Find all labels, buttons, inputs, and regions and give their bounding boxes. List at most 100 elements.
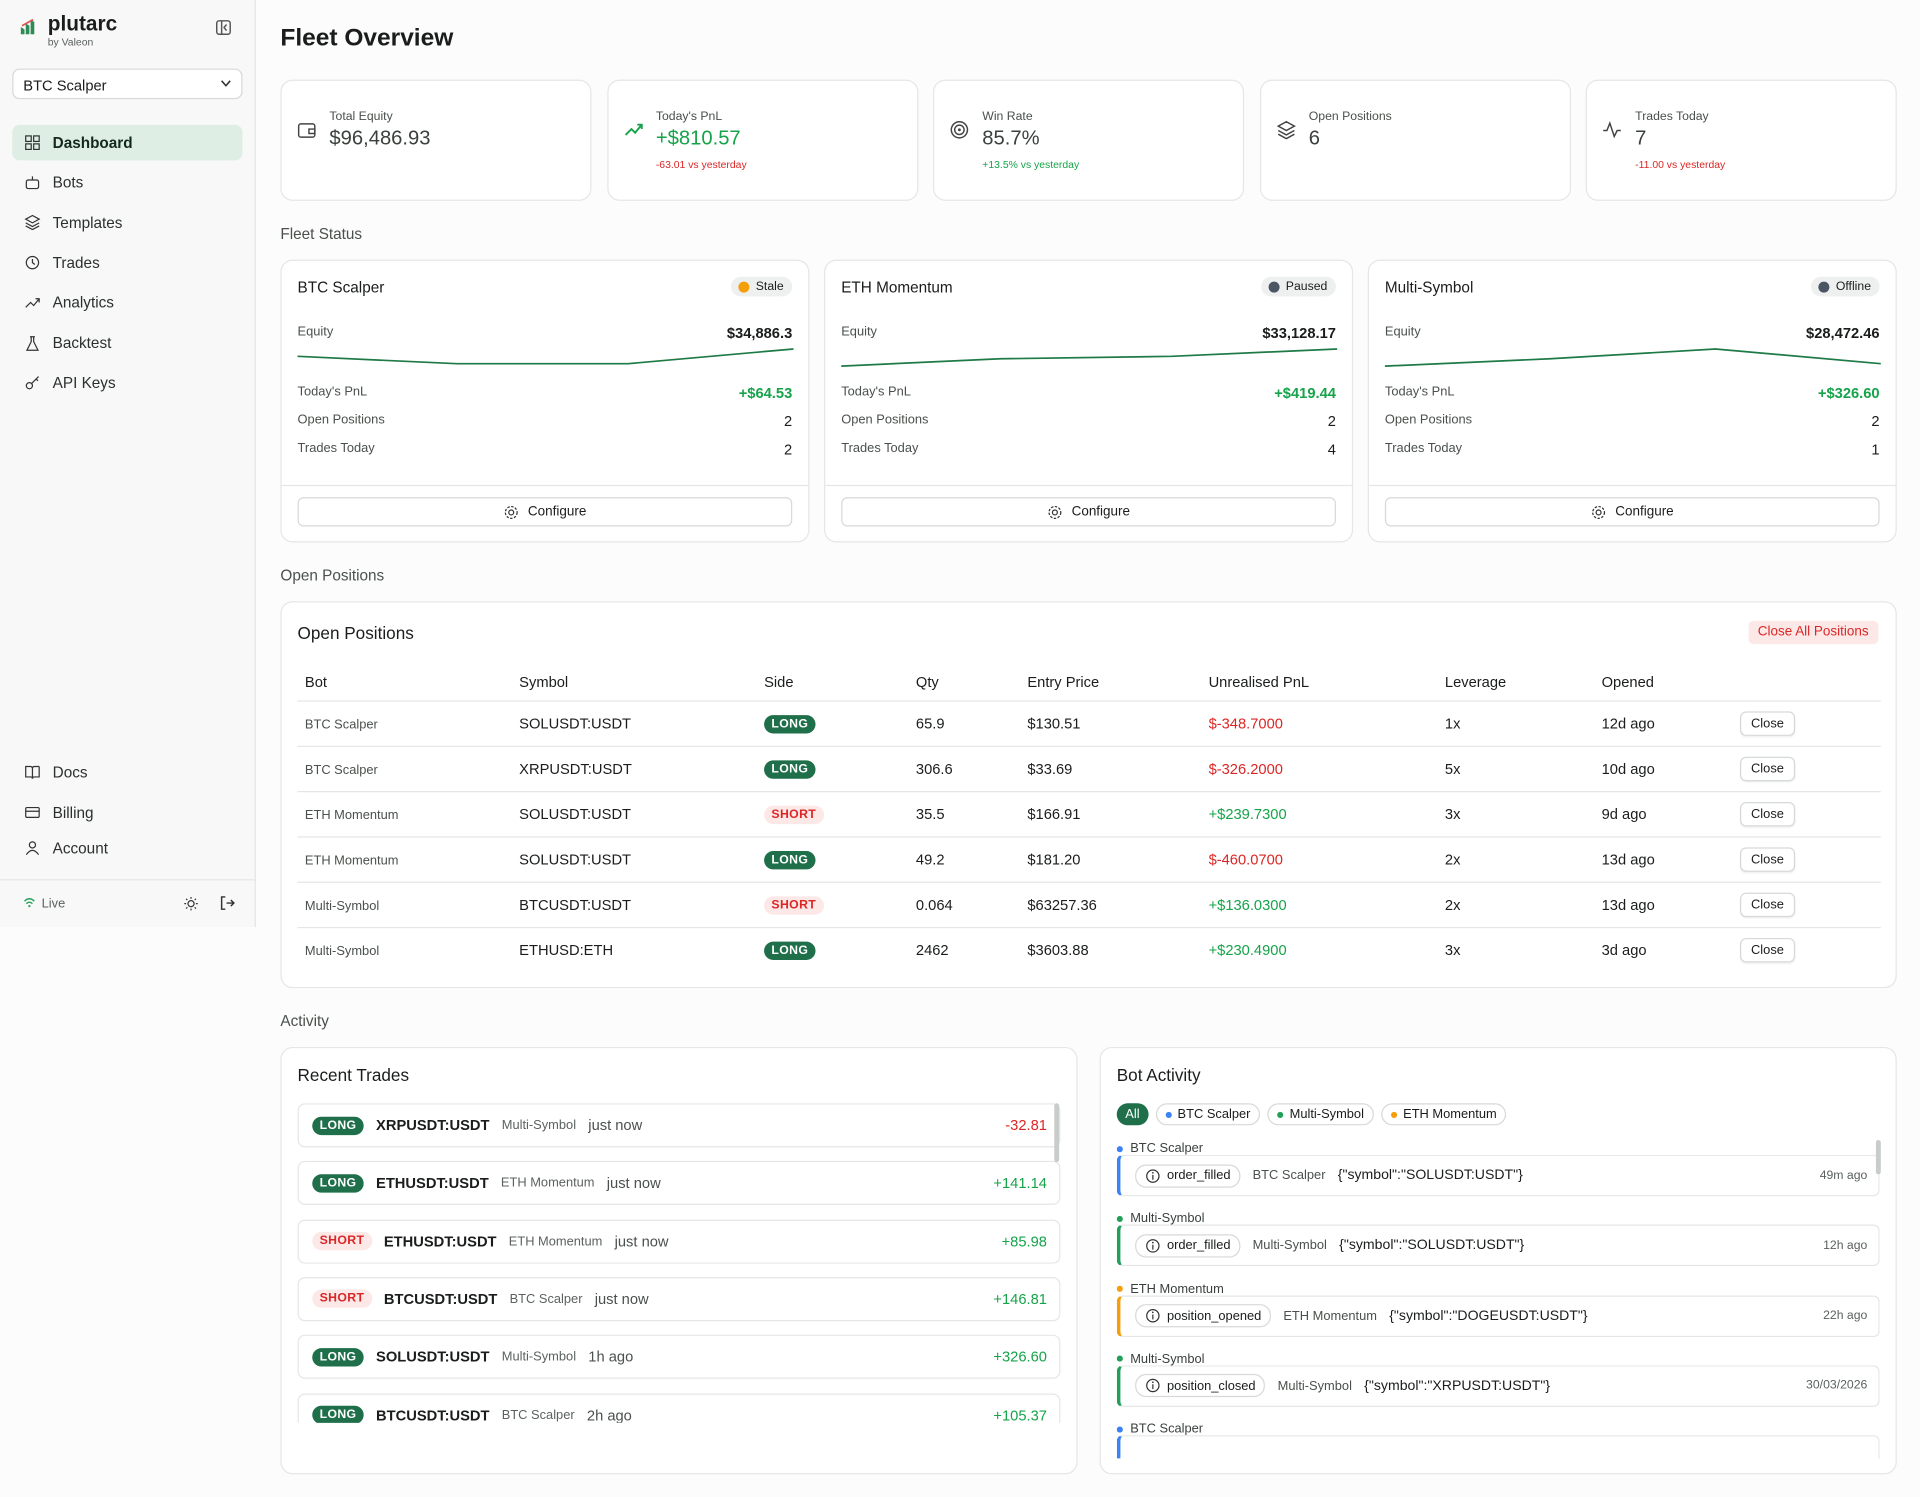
filter-chip[interactable]: BTC Scalper [1155, 1103, 1261, 1126]
filter-chip[interactable]: All [1116, 1103, 1149, 1126]
metric-row: Today's PnL +$326.60 [1385, 384, 1880, 401]
event-payload: {"symbol":"XRPUSDT:USDT"} [1364, 1378, 1551, 1394]
configure-button[interactable]: Configure [297, 497, 793, 527]
nav-item[interactable]: Templates [12, 205, 242, 241]
cell: ETH Momentum [298, 806, 512, 823]
nav-item[interactable]: Backtest [12, 325, 242, 361]
entry-text: $166.91 [1027, 805, 1081, 823]
cell: 2x [1438, 896, 1595, 913]
trade-pnl: +85.98 [1001, 1232, 1047, 1250]
nav-label: Dashboard [52, 134, 133, 152]
nav-item[interactable]: Dashboard [12, 124, 243, 161]
qty-text: 2462 [915, 941, 949, 959]
configure-button[interactable]: Configure [841, 497, 1336, 527]
close-button[interactable]: Close [1740, 847, 1795, 872]
event-time: 49m ago [1819, 1168, 1868, 1183]
cell: $130.51 [1020, 715, 1201, 732]
column-header: Unrealised PnL [1208, 673, 1310, 691]
symbol-text: ETHUSD:ETH [519, 941, 614, 959]
metric-label: Trades Today [297, 440, 375, 456]
group-dot [1116, 1285, 1123, 1292]
icon-glyph [624, 123, 643, 136]
group-name: Multi-Symbol [1130, 1351, 1205, 1367]
nav-label: Docs [52, 763, 88, 781]
filter-chip[interactable]: Multi-Symbol [1267, 1103, 1374, 1126]
bot-selector[interactable]: BTC Scalper [12, 68, 243, 100]
icon-glyph [1048, 505, 1062, 519]
trade-time: 1h ago [588, 1348, 634, 1366]
opened-text: 9d ago [1601, 805, 1647, 823]
cell: +$136.0300 [1201, 896, 1437, 913]
close-button[interactable]: Close [1740, 937, 1795, 963]
filter-chip[interactable]: ETH Momentum [1381, 1103, 1507, 1126]
scrollbar [1875, 1140, 1881, 1175]
symbol-text: XRPUSDT:USDT [519, 760, 632, 778]
stat-delta: -11.00 vs yesterday [1635, 157, 1726, 171]
icon-glyph [950, 120, 969, 139]
status-dot [1268, 281, 1280, 293]
cell: LONG [757, 759, 909, 779]
qty-text: 49.2 [915, 851, 945, 869]
close-button[interactable]: Close [1740, 802, 1795, 827]
event-group-label: BTC Scalper [1116, 1141, 1203, 1156]
positions-table: Bot Symbol Side Qty Entry Price Unrealised Pn… [297, 664, 1881, 973]
icon-glyph [25, 256, 40, 270]
theme-toggle[interactable] [184, 896, 199, 911]
cell: 0.064 [909, 896, 1020, 913]
nav-item[interactable]: Analytics [12, 285, 242, 321]
side-badge: SHORT [764, 805, 824, 825]
cell: $-348.7000 [1201, 715, 1437, 732]
metric-label: Today's PnL [841, 384, 911, 400]
positions-card: Open Positions Close All Positions Bot Sy… [280, 601, 1897, 989]
bot-text: ETH Momentum [304, 853, 399, 869]
cell: $33.69 [1020, 760, 1201, 777]
event-time: 30/03/2026 [1806, 1379, 1868, 1393]
close-all-button[interactable]: Close All Positions [1747, 620, 1879, 645]
icon [12, 175, 52, 191]
sparkline-line [841, 348, 1338, 367]
status-dot [738, 281, 750, 293]
close-button[interactable]: Close [1740, 756, 1795, 782]
side-badge: LONG [764, 715, 816, 734]
icon-glyph [1603, 121, 1622, 139]
stat-card: Win Rate 85.7% +13.5% vs yesterday [933, 79, 1245, 201]
nav-item[interactable]: Docs [12, 754, 242, 790]
event-time: 22h ago [1823, 1309, 1868, 1323]
chevron [221, 80, 231, 87]
collapse-button[interactable] [216, 20, 232, 36]
cell: Close [1733, 711, 1881, 736]
nav-item[interactable]: API Keys [12, 365, 242, 401]
leverage-text: 1x [1444, 715, 1461, 733]
cell: ETH Momentum [298, 851, 512, 868]
stat-card: Trades Today 7 -11.00 vs yesterday [1586, 79, 1898, 201]
nav-item[interactable]: Account [12, 830, 242, 866]
nav-item[interactable]: Bots [12, 165, 242, 201]
status-pill: Offline [1811, 276, 1880, 297]
icon-glyph [25, 806, 40, 818]
nav-item[interactable]: Trades [12, 245, 242, 281]
trade-bot: ETH Momentum [508, 1233, 603, 1249]
close-button[interactable]: Close [1740, 711, 1795, 736]
metric-value: 2 [1871, 412, 1880, 430]
icon [1603, 120, 1622, 146]
icon-glyph [25, 175, 40, 189]
close-button[interactable]: Close [1740, 892, 1795, 918]
bot-card: BTC Scalper Stale Equity $34,886.3 Today's P… [280, 259, 810, 543]
symbol-text: BTCUSDT:USDT [519, 896, 632, 914]
side-badge: SHORT [312, 1231, 372, 1251]
stat-delta: -63.01 vs yesterday [655, 157, 747, 171]
logout-button[interactable] [219, 895, 235, 911]
event-source: Multi-Symbol [1252, 1238, 1327, 1254]
trade-pnl: -32.81 [1005, 1116, 1047, 1134]
nav-item[interactable]: Billing [12, 795, 242, 831]
metric-value: $34,886.3 [726, 324, 793, 342]
event-source: Multi-Symbol [1277, 1378, 1352, 1394]
configure-button[interactable]: Configure [1384, 497, 1880, 527]
metric-value: +$64.53 [738, 384, 793, 402]
event-payload: {"symbol":"DOGEUSDT:USDT"} [1389, 1308, 1588, 1324]
card-title: Open Positions [297, 623, 414, 643]
cell: SOLUSDT:USDT [512, 806, 757, 823]
pnl-text: $-326.2000 [1208, 760, 1283, 778]
stat-label: Trades Today [1635, 110, 1709, 124]
icon [950, 120, 969, 146]
